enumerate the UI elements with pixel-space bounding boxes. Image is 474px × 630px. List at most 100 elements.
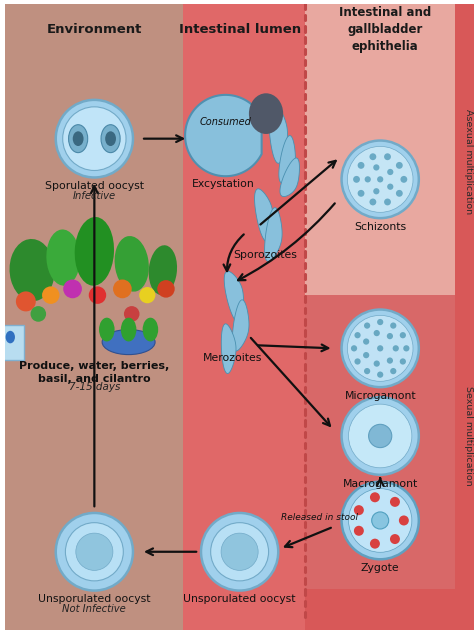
Ellipse shape — [347, 146, 413, 212]
Text: Sporozoites: Sporozoites — [234, 250, 297, 260]
Ellipse shape — [392, 345, 399, 352]
Ellipse shape — [249, 93, 283, 134]
Ellipse shape — [102, 329, 155, 355]
Text: Infective: Infective — [73, 191, 116, 200]
FancyBboxPatch shape — [0, 325, 24, 360]
Ellipse shape — [365, 176, 371, 183]
Ellipse shape — [9, 239, 55, 301]
Bar — [5, 4, 183, 630]
Polygon shape — [264, 208, 282, 261]
Ellipse shape — [399, 515, 409, 525]
Ellipse shape — [115, 236, 149, 292]
Ellipse shape — [342, 140, 419, 218]
Polygon shape — [279, 135, 295, 183]
Polygon shape — [224, 272, 244, 323]
Ellipse shape — [89, 287, 106, 304]
Polygon shape — [221, 324, 236, 374]
Ellipse shape — [46, 229, 80, 286]
Ellipse shape — [69, 125, 88, 152]
Ellipse shape — [210, 523, 269, 581]
Ellipse shape — [357, 162, 365, 169]
Ellipse shape — [348, 404, 412, 468]
Ellipse shape — [372, 512, 389, 529]
Ellipse shape — [30, 306, 46, 322]
Ellipse shape — [396, 162, 403, 169]
Ellipse shape — [373, 188, 380, 195]
Ellipse shape — [401, 176, 407, 183]
Ellipse shape — [377, 345, 383, 352]
Ellipse shape — [400, 358, 406, 365]
Ellipse shape — [347, 316, 413, 381]
Ellipse shape — [370, 492, 380, 502]
Ellipse shape — [157, 280, 175, 297]
Ellipse shape — [363, 338, 369, 345]
Ellipse shape — [357, 190, 365, 197]
Ellipse shape — [390, 323, 396, 329]
Ellipse shape — [348, 489, 412, 553]
Ellipse shape — [403, 345, 410, 352]
Ellipse shape — [390, 368, 396, 374]
Ellipse shape — [75, 217, 114, 285]
Ellipse shape — [364, 368, 370, 374]
Polygon shape — [255, 189, 273, 241]
Ellipse shape — [56, 513, 133, 590]
Ellipse shape — [387, 333, 393, 339]
Ellipse shape — [342, 397, 419, 475]
Ellipse shape — [387, 183, 393, 190]
Ellipse shape — [73, 131, 83, 146]
Ellipse shape — [63, 280, 82, 298]
Ellipse shape — [113, 280, 132, 298]
Ellipse shape — [355, 358, 361, 365]
Text: Consumed: Consumed — [200, 117, 252, 127]
Ellipse shape — [65, 523, 123, 581]
Ellipse shape — [373, 164, 380, 171]
Polygon shape — [280, 158, 300, 197]
Ellipse shape — [63, 107, 126, 171]
Polygon shape — [185, 95, 262, 176]
Ellipse shape — [387, 169, 393, 175]
Ellipse shape — [42, 287, 59, 304]
Text: Intestinal lumen: Intestinal lumen — [179, 23, 301, 36]
Ellipse shape — [390, 497, 400, 507]
Ellipse shape — [198, 111, 247, 160]
Text: Unsporulated oocyst: Unsporulated oocyst — [183, 594, 296, 604]
Ellipse shape — [364, 323, 370, 329]
Ellipse shape — [354, 526, 364, 536]
Text: Asexual multiplication: Asexual multiplication — [464, 109, 473, 214]
Ellipse shape — [377, 176, 383, 183]
Ellipse shape — [369, 425, 392, 447]
Bar — [305, 295, 455, 589]
Ellipse shape — [105, 131, 116, 146]
Ellipse shape — [374, 330, 380, 336]
Ellipse shape — [342, 309, 419, 387]
Text: Microgamont: Microgamont — [345, 391, 416, 401]
Ellipse shape — [56, 100, 133, 178]
Ellipse shape — [351, 345, 357, 352]
Ellipse shape — [101, 125, 120, 152]
Ellipse shape — [400, 332, 406, 338]
Bar — [305, 4, 474, 630]
Ellipse shape — [354, 505, 364, 515]
Text: Intestinal and
gallbladder
ephithelia: Intestinal and gallbladder ephithelia — [339, 6, 431, 53]
Ellipse shape — [355, 332, 361, 338]
Ellipse shape — [384, 198, 391, 205]
Ellipse shape — [121, 318, 137, 341]
Bar — [183, 4, 305, 630]
Text: Sporulated oocyst: Sporulated oocyst — [45, 181, 144, 192]
Ellipse shape — [390, 534, 400, 544]
Ellipse shape — [6, 331, 15, 343]
Text: Sexual multiplication: Sexual multiplication — [464, 386, 473, 486]
Text: Zygote: Zygote — [361, 563, 400, 573]
Ellipse shape — [369, 153, 376, 160]
Text: Released in stool: Released in stool — [281, 513, 358, 522]
Ellipse shape — [369, 198, 376, 205]
Text: Produce, water, berries,
basil, and cilantro: Produce, water, berries, basil, and cila… — [19, 361, 170, 384]
Ellipse shape — [221, 533, 258, 570]
Ellipse shape — [143, 318, 158, 341]
Polygon shape — [232, 300, 249, 351]
Text: Unsporulated oocyst: Unsporulated oocyst — [38, 594, 151, 604]
Ellipse shape — [342, 482, 419, 559]
Ellipse shape — [139, 287, 155, 303]
Bar — [305, 4, 455, 295]
Ellipse shape — [387, 357, 393, 364]
